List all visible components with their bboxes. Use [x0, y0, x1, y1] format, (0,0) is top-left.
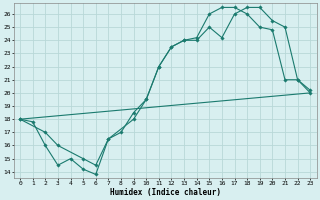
X-axis label: Humidex (Indice chaleur): Humidex (Indice chaleur) [110, 188, 220, 197]
